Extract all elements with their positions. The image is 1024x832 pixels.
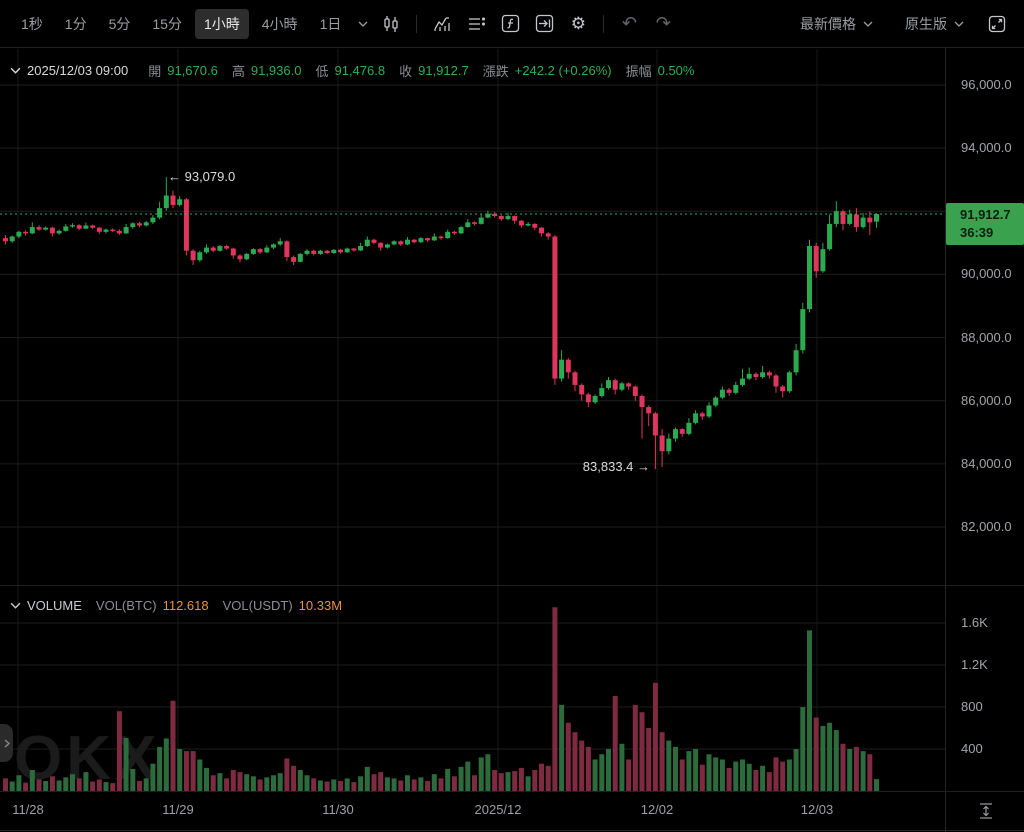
toolbar-divider	[603, 14, 605, 33]
timeframe-1h[interactable]: 1小時	[194, 8, 249, 39]
fit-scale-icon[interactable]	[976, 802, 996, 825]
chevron-down-icon	[863, 21, 873, 27]
chevron-right-icon	[4, 739, 10, 747]
save-layout-icon[interactable]	[531, 11, 557, 37]
pane-divider[interactable]	[0, 585, 1024, 586]
settings-gear-icon[interactable]: ⚙	[570, 13, 586, 33]
fullscreen-icon[interactable]	[984, 11, 1010, 37]
timeframe-5m[interactable]: 5分	[100, 9, 140, 39]
price-mode-label: 最新價格	[800, 15, 856, 32]
chart-version-label: 原生版	[905, 15, 947, 32]
close-label: 收	[399, 64, 413, 79]
amplitude-value: 0.50%	[657, 63, 695, 78]
side-panel-toggle[interactable]	[0, 724, 13, 762]
vol-btc-label: VOL(BTC)	[95, 598, 157, 613]
timeframe-1d[interactable]: 1日	[311, 9, 351, 39]
change-value: +242.2 (+0.26%)	[514, 63, 612, 78]
timeframe-1m[interactable]: 1分	[56, 9, 96, 39]
chart-version-dropdown[interactable]: 原生版	[899, 13, 970, 35]
timeframe-15m[interactable]: 15分	[143, 9, 191, 39]
close-value: 91,912.7	[418, 63, 469, 78]
volume-info-bar: VOLUME VOL(BTC) 112.618 VOL(USDT) 10.33M	[10, 598, 342, 613]
low-label: 低	[315, 64, 329, 79]
candle-style-icon[interactable]	[378, 11, 404, 37]
chart-toolbar: 1秒 1分 5分 15分 1小時 4小時 1日	[0, 0, 1024, 48]
timeframe-chevron-down-icon[interactable]	[358, 21, 368, 27]
timeframe-1s[interactable]: 1秒	[12, 9, 52, 39]
timeframe-4h[interactable]: 4小時	[253, 9, 307, 39]
chevron-down-icon	[954, 21, 964, 27]
vol-usdt-value: 10.33M	[298, 598, 343, 613]
vol-btc-value: 112.618	[162, 598, 209, 613]
low-value: 91,476.8	[334, 63, 386, 78]
price-mode-dropdown[interactable]: 最新價格	[794, 13, 879, 35]
undo-icon[interactable]: ↶	[621, 13, 637, 33]
open-value: 91,670.6	[167, 63, 218, 78]
toolbar-divider	[416, 14, 418, 33]
ohlc-info-bar: 2025/12/03 09:00 開 91,670.6 高 91,936.0 低…	[10, 61, 694, 80]
collapse-chevron-icon[interactable]	[10, 602, 21, 609]
display-settings-icon[interactable]	[463, 11, 489, 37]
volume-title: VOLUME	[27, 598, 82, 613]
indicators-icon[interactable]	[429, 11, 455, 37]
candle-datetime: 2025/12/03 09:00	[27, 63, 129, 78]
redo-icon[interactable]: ↷	[655, 13, 671, 33]
formula-editor-icon[interactable]	[497, 11, 523, 37]
high-value: 91,936.0	[250, 63, 302, 78]
change-label: 漲跌	[482, 64, 509, 79]
time-axis-divider	[0, 791, 1024, 792]
bottom-edge	[0, 830, 1024, 831]
amplitude-label: 振幅	[625, 64, 652, 79]
collapse-chevron-icon[interactable]	[10, 67, 21, 74]
vol-usdt-label: VOL(USDT)	[222, 598, 293, 613]
high-label: 高	[231, 64, 245, 79]
axis-divider-vertical	[945, 48, 946, 832]
open-label: 開	[148, 64, 162, 79]
